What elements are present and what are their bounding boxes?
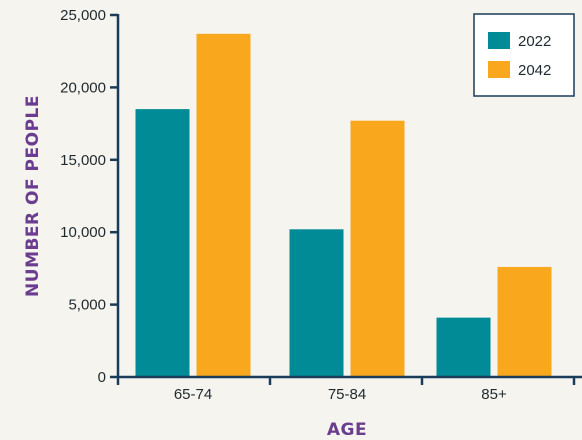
x-axis-ticks: 65-74 75-84 85+ [116,377,576,403]
y-tick-label: 15,000 [60,152,106,169]
y-tick-label: 5,000 [68,297,106,314]
x-tick-label: 85+ [481,386,507,403]
legend-swatch-2022 [488,32,510,49]
y-tick-label: 0 [98,369,106,386]
bar-2042-75-84 [350,120,405,377]
legend-label-2022: 2022 [518,33,551,50]
legend-label-2042: 2042 [518,62,551,79]
x-tick-label: 75-84 [328,386,366,403]
bars [135,33,552,378]
bar-2042-85+ [497,266,552,377]
bar-2022-85+ [436,317,491,377]
y-tick-label: 20,000 [60,79,106,96]
x-axis-title: AGE [327,420,367,440]
x-tick-label: 65-74 [174,386,212,403]
y-tick-label: 10,000 [60,224,106,241]
bar-2042-65-74 [196,33,251,377]
legend-swatch-2042 [488,61,510,78]
y-tick-label: 25,000 [60,7,106,24]
bar-2022-75-84 [289,229,344,377]
legend-box [473,13,575,97]
y-axis-title: NUMBER OF PEOPLE [23,95,43,297]
y-axis-ticks: 0 5,000 10,000 15,000 20,000 25,000 [60,7,118,386]
legend: 2022 2042 [473,13,575,97]
bar-2022-65-74 [135,109,190,378]
